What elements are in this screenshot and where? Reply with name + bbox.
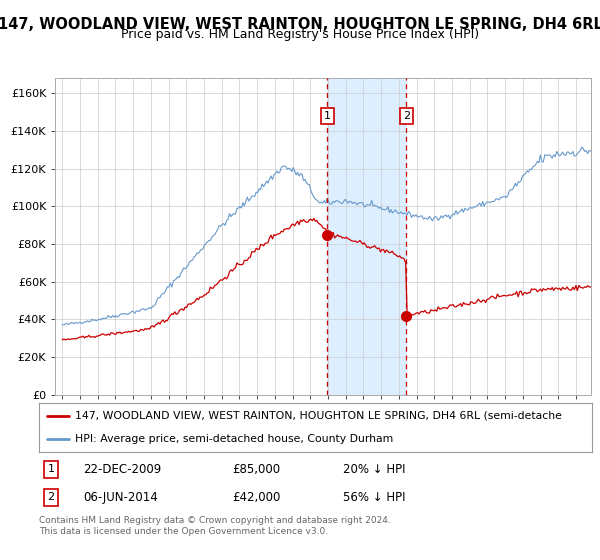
Text: 2: 2 bbox=[47, 492, 55, 502]
Text: 147, WOODLAND VIEW, WEST RAINTON, HOUGHTON LE SPRING, DH4 6RL: 147, WOODLAND VIEW, WEST RAINTON, HOUGHT… bbox=[0, 17, 600, 32]
Text: £85,000: £85,000 bbox=[233, 463, 281, 476]
Text: HPI: Average price, semi-detached house, County Durham: HPI: Average price, semi-detached house,… bbox=[75, 433, 393, 444]
Text: 2: 2 bbox=[403, 111, 410, 121]
Text: 1: 1 bbox=[47, 464, 55, 474]
Text: 22-DEC-2009: 22-DEC-2009 bbox=[83, 463, 161, 476]
Text: 20% ↓ HPI: 20% ↓ HPI bbox=[343, 463, 406, 476]
Text: Price paid vs. HM Land Registry's House Price Index (HPI): Price paid vs. HM Land Registry's House … bbox=[121, 28, 479, 41]
Text: 1: 1 bbox=[324, 111, 331, 121]
Bar bbox=[328, 78, 406, 395]
Text: 56% ↓ HPI: 56% ↓ HPI bbox=[343, 491, 406, 504]
Text: Contains HM Land Registry data © Crown copyright and database right 2024.
This d: Contains HM Land Registry data © Crown c… bbox=[39, 516, 391, 536]
Text: 06-JUN-2014: 06-JUN-2014 bbox=[83, 491, 158, 504]
Text: £42,000: £42,000 bbox=[233, 491, 281, 504]
Text: 147, WOODLAND VIEW, WEST RAINTON, HOUGHTON LE SPRING, DH4 6RL (semi-detache: 147, WOODLAND VIEW, WEST RAINTON, HOUGHT… bbox=[75, 411, 562, 421]
